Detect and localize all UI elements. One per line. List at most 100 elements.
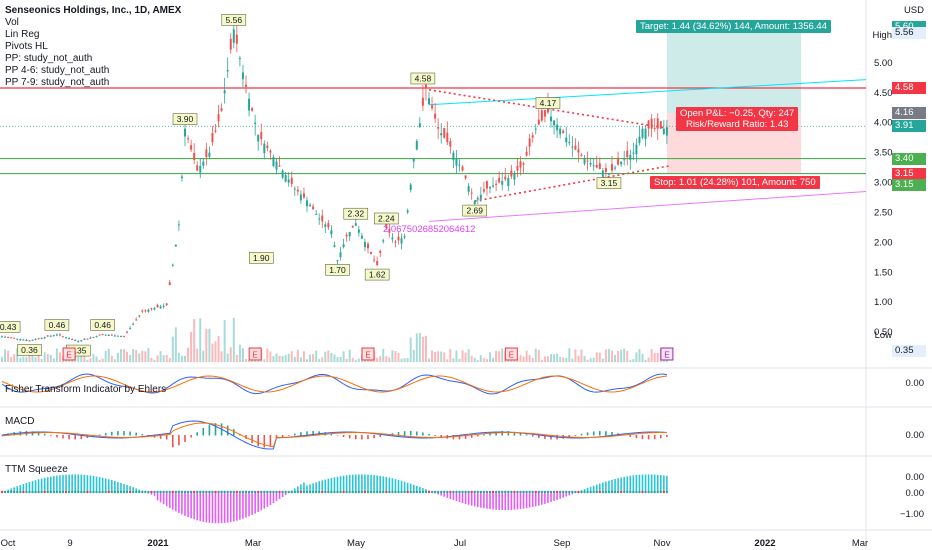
volume-bar (208, 328, 211, 362)
legend-pivots[interactable]: Pivots HL (5, 41, 48, 52)
candle-body (324, 224, 327, 227)
earnings-marker-label: E (252, 351, 257, 360)
open-pl-label[interactable]: Open P&L: −0.25, Qty: 247 Risk/Reward Ra… (676, 107, 799, 131)
ttm-bar (111, 480, 113, 493)
macd-hist (74, 435, 76, 440)
ttm-dot (635, 490, 638, 494)
ttm-bar (559, 492, 561, 499)
candle-body (589, 163, 592, 165)
candle-body (647, 120, 650, 129)
macd-hist (483, 434, 485, 436)
ttm-dot (52, 490, 56, 494)
target-label[interactable]: Target: 1.44 (34.62%) 144, Amount: 1356.… (636, 20, 831, 33)
macd-hist (226, 425, 229, 436)
ttm-bar (370, 474, 372, 493)
ttm-dot (16, 490, 19, 494)
pivot-label-box (596, 177, 622, 189)
ttm-bar (281, 492, 284, 498)
macd-pane-title[interactable]: MACD (5, 416, 35, 427)
legend-pp79[interactable]: PP 7-9: study_not_auth (5, 77, 110, 88)
axis-price-tag: 3.15 (892, 178, 926, 191)
ttm-dot (98, 490, 101, 494)
earnings-marker (248, 347, 262, 361)
ttm-dot (241, 490, 245, 494)
ttm-bar (519, 492, 522, 510)
ttm-dot (165, 490, 168, 494)
candle-body (495, 183, 498, 185)
ttm-dot (125, 490, 129, 494)
ttm-bar (367, 474, 369, 493)
candle-body (626, 150, 629, 158)
macd-hist (538, 435, 540, 438)
volume-bar (440, 351, 443, 362)
ttm-bottom-label: −1.00 (899, 509, 924, 520)
ttm-pane-title[interactable]: TTM Squeeze (5, 464, 68, 475)
volume-bar (382, 348, 385, 362)
volume-bar (126, 351, 129, 362)
volume-bar (290, 351, 293, 362)
ttm-dot (525, 490, 528, 494)
fisher-pane-title[interactable]: Fisher Transform Indicator by Ehlers (5, 384, 167, 395)
volume-bar (577, 355, 580, 362)
candle-body (363, 242, 366, 248)
ttm-dot (534, 490, 537, 494)
candle-body (68, 338, 71, 340)
candle-body (208, 152, 211, 157)
candle-body (248, 98, 251, 111)
legend-pp[interactable]: PP: study_not_auth (5, 53, 93, 64)
ttm-dot (131, 490, 135, 494)
legend-linreg[interactable]: Lin Reg (5, 29, 40, 40)
volume-bar (135, 350, 138, 362)
candle-body (153, 308, 156, 310)
ttm-dot (144, 490, 147, 494)
ttm-bar (300, 484, 302, 493)
ttm-bar (306, 485, 308, 493)
ttm-bar (583, 489, 586, 493)
candle-body (470, 192, 473, 194)
ttm-bar (641, 474, 644, 493)
legend-vol[interactable]: Vol (5, 17, 19, 28)
candle-body (379, 251, 382, 253)
macd-hist (129, 431, 131, 436)
x-tick-label: 2021 (147, 538, 169, 549)
pivot-label-box (325, 264, 350, 276)
macd-hist (165, 435, 168, 440)
ttm-dot (61, 490, 65, 494)
candle-body (309, 204, 312, 207)
target-zone (666, 26, 802, 114)
candle-body (510, 170, 513, 177)
pivot-label-box (374, 212, 399, 225)
legend-pp46[interactable]: PP 4-6: study_not_auth (5, 65, 110, 76)
stop-label[interactable]: Stop: 1.01 (24.28%) 101, Amount: 750 (650, 176, 820, 189)
axis-price-tag: 4.58 (892, 81, 926, 94)
symbol-title[interactable]: Senseonics Holdings, Inc., 1D, AMEX (5, 5, 182, 16)
candle-body (424, 84, 427, 88)
pivot-label-box (44, 319, 70, 331)
ttm-dot (546, 490, 550, 494)
ttm-dot (217, 490, 220, 494)
volume-bar (162, 355, 165, 362)
candle-body (13, 337, 16, 339)
ttm-dot (510, 490, 513, 494)
macd-hist (68, 435, 70, 440)
volume-bar (299, 357, 302, 362)
candle-body (400, 238, 403, 244)
candle-body (641, 128, 644, 138)
macd-hist (647, 435, 650, 440)
volume-bar (464, 352, 467, 362)
candle-body (275, 161, 278, 170)
ttm-bar (92, 475, 95, 493)
volume-bar (589, 358, 592, 362)
candle-body (119, 336, 122, 338)
ttm-bar (321, 480, 324, 493)
candle-body (141, 310, 144, 312)
volume-bar (34, 357, 37, 362)
ttm-dot (562, 490, 565, 494)
volume-bar (553, 354, 556, 362)
volume-bar (446, 359, 449, 362)
candle-body (440, 133, 443, 136)
ttm-dot (28, 490, 31, 494)
volume-bar (28, 350, 31, 362)
ttm-dot (159, 490, 162, 494)
